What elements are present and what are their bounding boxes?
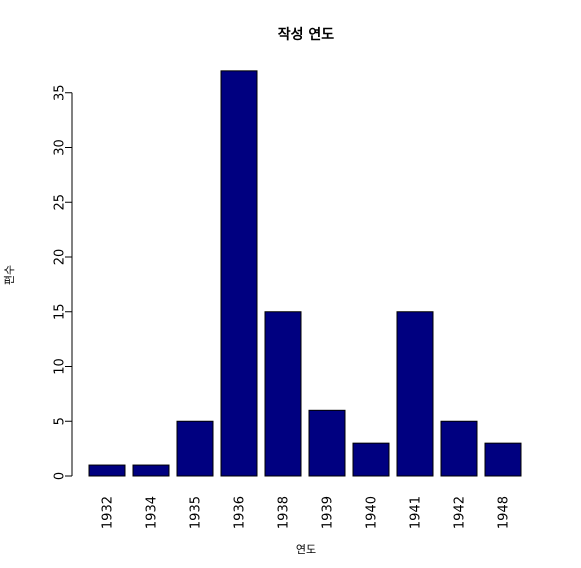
x-tick-label-1940: 1940 <box>365 496 380 529</box>
y-tick-label: 25 <box>53 194 68 211</box>
y-tick-label: 10 <box>53 358 68 375</box>
x-tick-label-1932: 1932 <box>101 496 116 529</box>
y-tick-label: 30 <box>53 139 68 156</box>
bar-1934 <box>132 464 170 477</box>
x-tick-label-1941: 1941 <box>409 496 424 529</box>
x-tick-label-1939: 1939 <box>321 496 336 529</box>
bar-1939 <box>308 409 346 477</box>
chart-title: 작성 연도 <box>278 26 335 43</box>
x-axis-tick-labels: 1932 1934 1935 1936 1938 1939 1940 1941 1942 1948 <box>101 496 512 529</box>
y-tick-label: 20 <box>53 249 68 266</box>
y-tick-label: 5 <box>53 417 68 425</box>
y-tick-label: 0 <box>53 472 68 480</box>
bar-1932 <box>88 464 126 477</box>
bar-1942 <box>440 420 478 477</box>
x-tick-label-1948: 1948 <box>497 496 512 529</box>
x-tick-label-1935: 1935 <box>189 496 204 529</box>
y-tick-label: 35 <box>53 84 68 101</box>
y-axis-label: 편수 <box>3 265 16 285</box>
bar-1938 <box>264 311 302 477</box>
bars <box>88 70 522 477</box>
bar-1948 <box>484 442 522 477</box>
x-tick-label-1938: 1938 <box>277 496 292 529</box>
bar-1941 <box>396 311 434 477</box>
x-tick-label-1934: 1934 <box>145 496 160 529</box>
x-tick-label-1936: 1936 <box>233 496 248 529</box>
bar-1940 <box>352 442 390 477</box>
bar-1936 <box>220 70 258 477</box>
y-axis: 0 5 10 15 20 25 30 35 <box>53 84 73 480</box>
y-tick-label: 15 <box>53 303 68 320</box>
x-tick-label-1942: 1942 <box>453 496 468 529</box>
x-axis-label: 연도 <box>296 543 316 556</box>
bar-1935 <box>176 420 214 477</box>
